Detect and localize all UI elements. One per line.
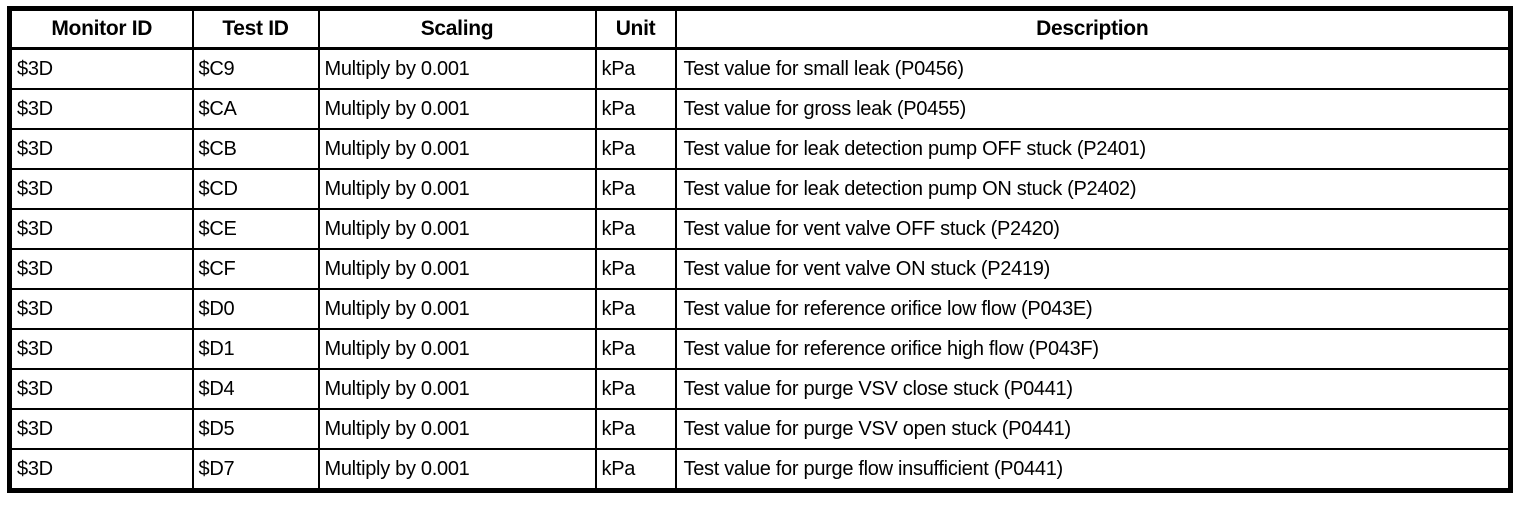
unit-cell: kPa [594,328,677,370]
table-row: $3D $D5 Multiply by 0.001 kPa Test value… [8,408,1512,450]
unit-cell: kPa [594,47,677,90]
scaling-cell: Multiply by 0.001 [317,368,597,410]
unit-cell: kPa [594,248,677,290]
description-cell: Test value for purge flow insufficient (… [674,448,1512,492]
table-row: $3D $CD Multiply by 0.001 kPa Test value… [8,168,1512,210]
test-id-cell: $CD [191,168,320,210]
description-cell: Test value for reference orifice low flo… [674,288,1512,330]
monitor-test-spec-table: Monitor ID Test ID Scaling Unit Descript… [7,6,1513,493]
col-header-monitor-id: Monitor ID [8,7,194,50]
description-cell: Test value for leak detection pump ON st… [674,168,1512,210]
monitor-id-cell: $3D [8,408,194,450]
test-id-cell: $CE [191,208,320,250]
col-header-scaling: Scaling [317,7,597,50]
monitor-id-cell: $3D [8,248,194,290]
table-row: $3D $CB Multiply by 0.001 kPa Test value… [8,128,1512,170]
table-row: $3D $CA Multiply by 0.001 kPa Test value… [8,88,1512,130]
test-id-cell: $C9 [191,47,320,90]
description-cell: Test value for purge VSV open stuck (P04… [674,408,1512,450]
description-cell: Test value for vent valve OFF stuck (P24… [674,208,1512,250]
table-row: $3D $C9 Multiply by 0.001 kPa Test value… [8,47,1512,90]
unit-cell: kPa [594,448,677,492]
scaling-cell: Multiply by 0.001 [317,208,597,250]
monitor-id-cell: $3D [8,288,194,330]
col-header-test-id: Test ID [191,7,320,50]
monitor-id-cell: $3D [8,368,194,410]
unit-cell: kPa [594,128,677,170]
monitor-id-cell: $3D [8,208,194,250]
table-row: $3D $CE Multiply by 0.001 kPa Test value… [8,208,1512,250]
monitor-id-cell: $3D [8,328,194,370]
description-cell: Test value for gross leak (P0455) [674,88,1512,130]
test-id-cell: $D4 [191,368,320,410]
description-cell: Test value for leak detection pump OFF s… [674,128,1512,170]
table-row: $3D $D7 Multiply by 0.001 kPa Test value… [8,448,1512,492]
monitor-id-cell: $3D [8,88,194,130]
scaling-cell: Multiply by 0.001 [317,408,597,450]
table-header-row: Monitor ID Test ID Scaling Unit Descript… [8,7,1512,50]
description-cell: Test value for reference orifice high fl… [674,328,1512,370]
unit-cell: kPa [594,368,677,410]
scaling-cell: Multiply by 0.001 [317,448,597,492]
table-row: $3D $D4 Multiply by 0.001 kPa Test value… [8,368,1512,410]
col-header-unit: Unit [594,7,677,50]
unit-cell: kPa [594,208,677,250]
test-id-cell: $CF [191,248,320,290]
scaling-cell: Multiply by 0.001 [317,88,597,130]
unit-cell: kPa [594,168,677,210]
table-row: $3D $D0 Multiply by 0.001 kPa Test value… [8,288,1512,330]
test-id-cell: $CA [191,88,320,130]
test-id-cell: $CB [191,128,320,170]
unit-cell: kPa [594,288,677,330]
unit-cell: kPa [594,88,677,130]
description-cell: Test value for purge VSV close stuck (P0… [674,368,1512,410]
table-body: $3D $C9 Multiply by 0.001 kPa Test value… [8,47,1512,492]
scaling-cell: Multiply by 0.001 [317,248,597,290]
description-cell: Test value for vent valve ON stuck (P241… [674,248,1512,290]
monitor-id-cell: $3D [8,448,194,492]
table-row: $3D $D1 Multiply by 0.001 kPa Test value… [8,328,1512,370]
test-id-cell: $D7 [191,448,320,492]
table-row: $3D $CF Multiply by 0.001 kPa Test value… [8,248,1512,290]
scaling-cell: Multiply by 0.001 [317,47,597,90]
monitor-id-cell: $3D [8,168,194,210]
description-cell: Test value for small leak (P0456) [674,47,1512,90]
test-id-cell: $D1 [191,328,320,370]
scaling-cell: Multiply by 0.001 [317,168,597,210]
monitor-id-cell: $3D [8,128,194,170]
test-id-cell: $D0 [191,288,320,330]
col-header-description: Description [674,7,1512,50]
scaling-cell: Multiply by 0.001 [317,328,597,370]
scaling-cell: Multiply by 0.001 [317,288,597,330]
scaling-cell: Multiply by 0.001 [317,128,597,170]
unit-cell: kPa [594,408,677,450]
monitor-id-cell: $3D [8,47,194,90]
test-id-cell: $D5 [191,408,320,450]
